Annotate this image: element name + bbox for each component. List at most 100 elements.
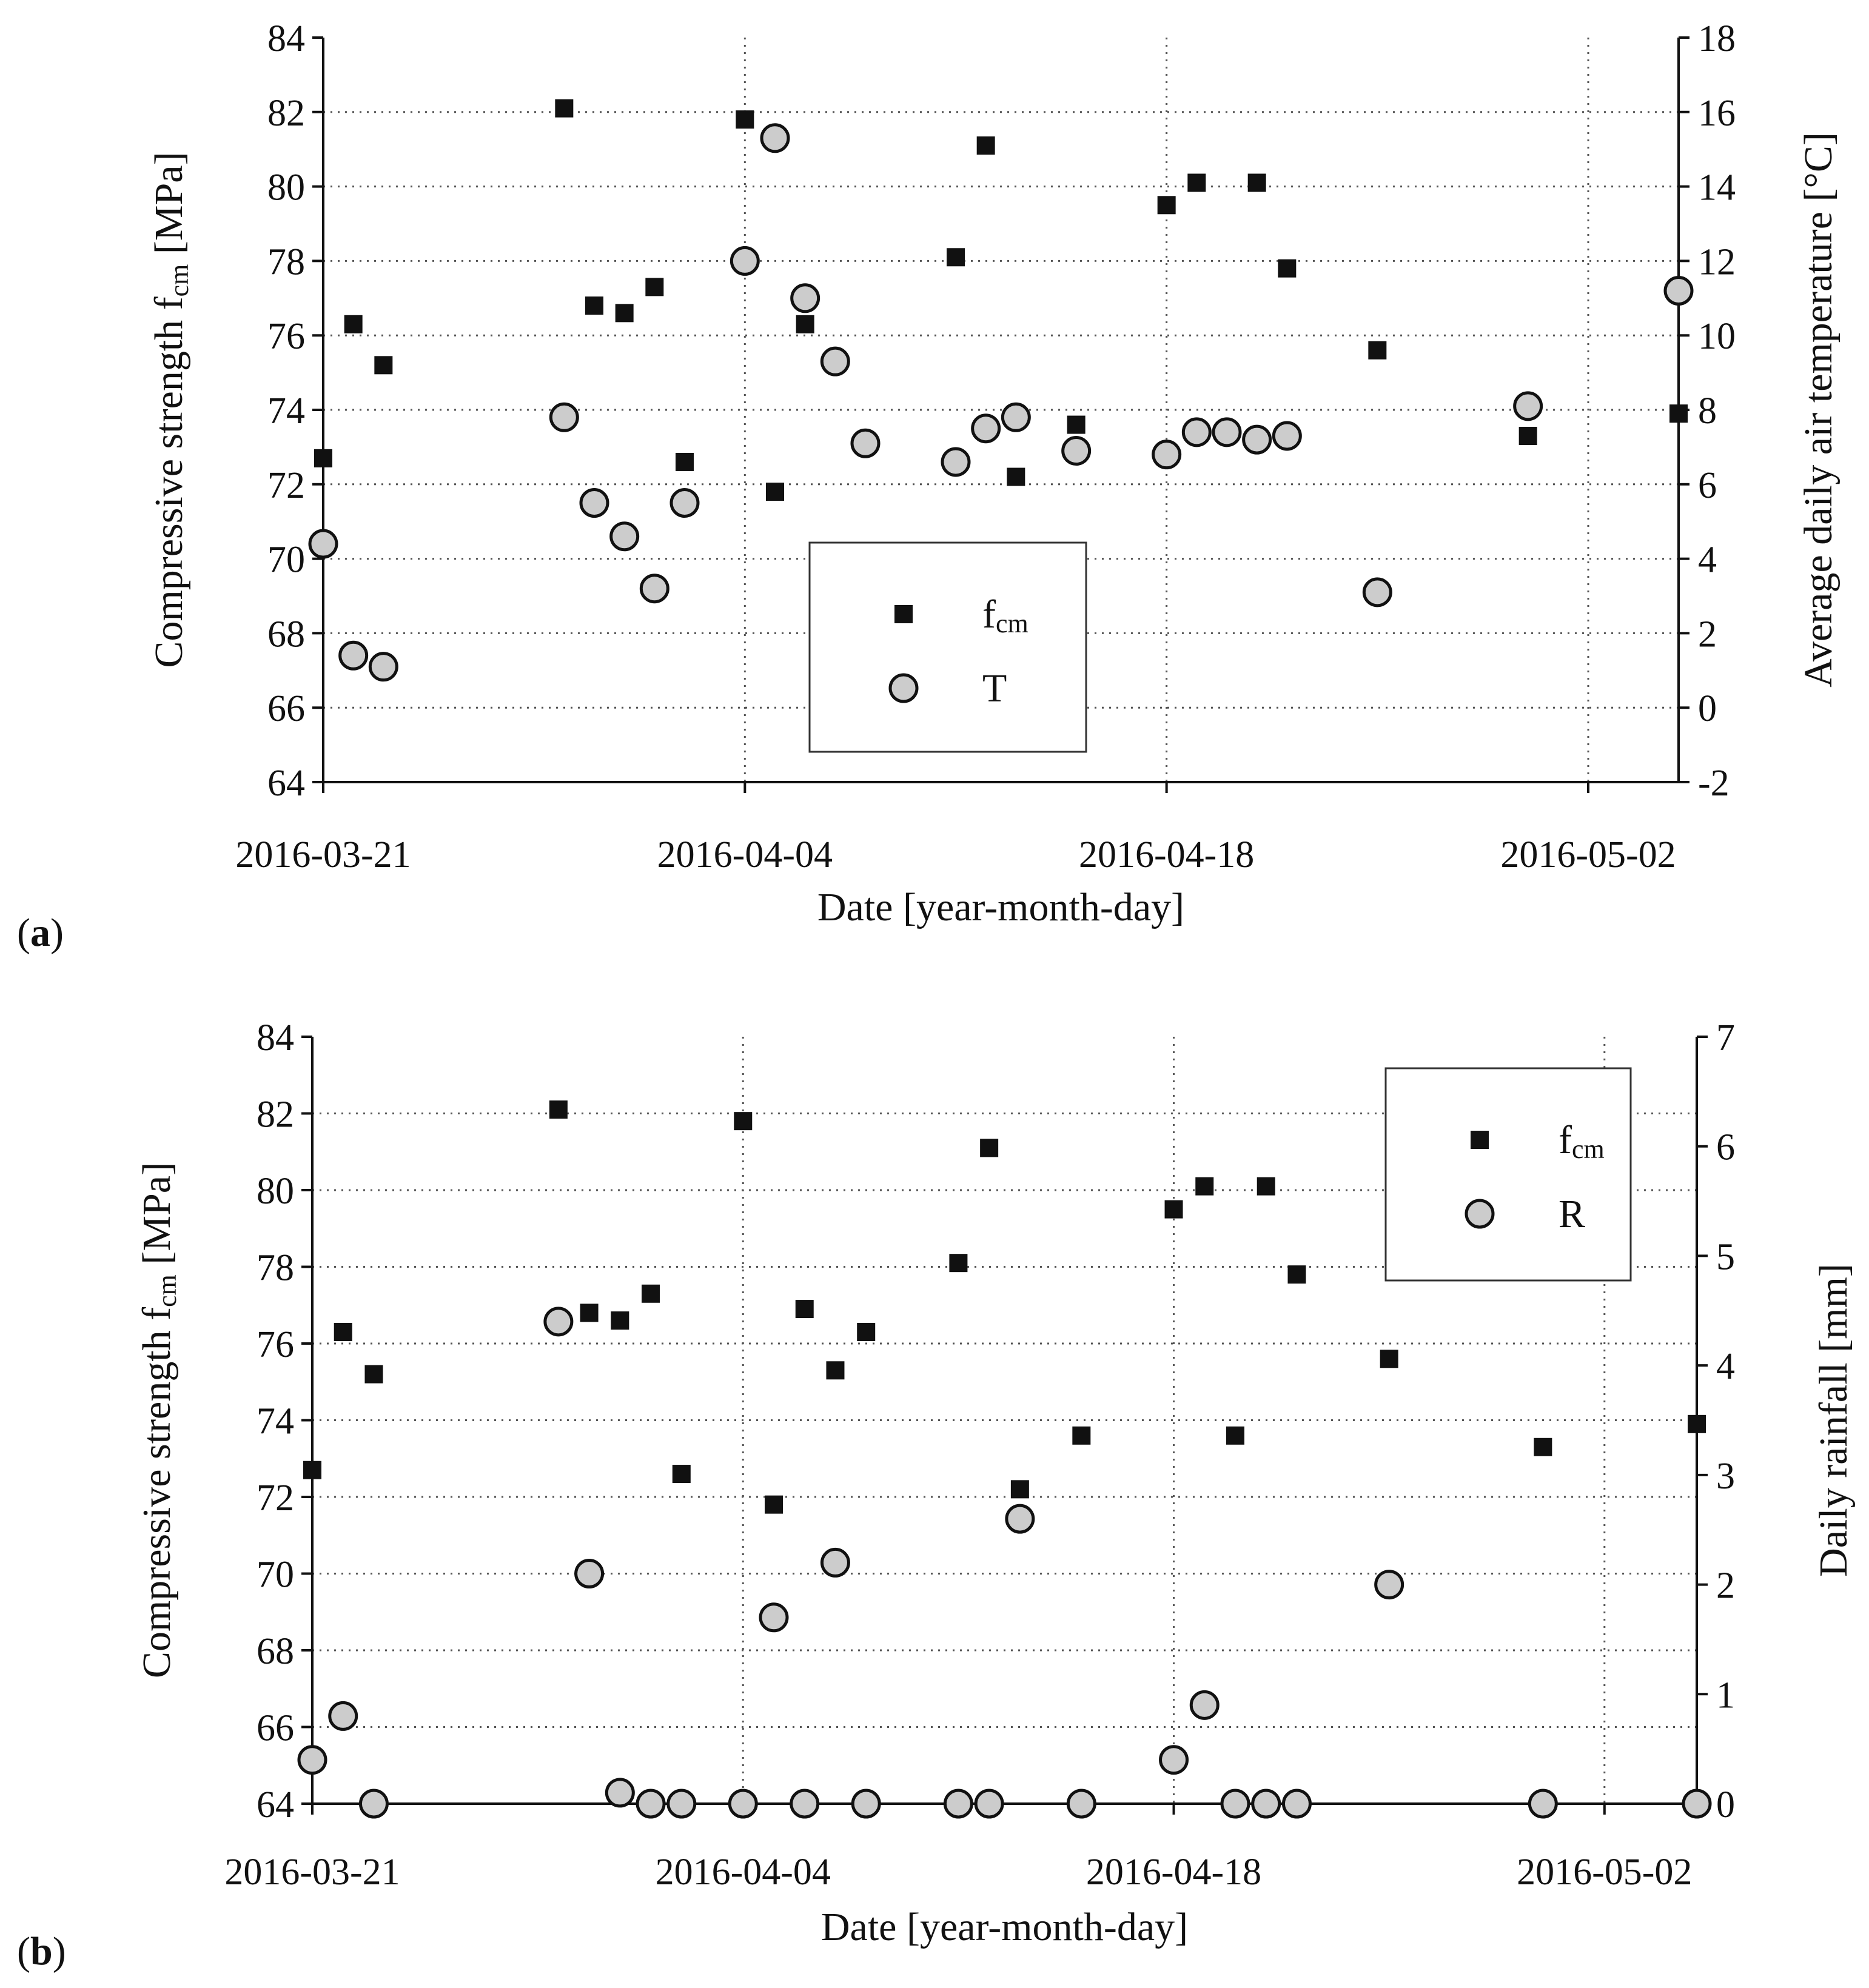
data-point-fcm — [947, 248, 965, 267]
y2-tick-label: -2 — [1698, 763, 1730, 804]
data-point-T — [579, 488, 609, 518]
y-tick-label: 82 — [257, 1094, 294, 1136]
y2-tick-label: 12 — [1698, 241, 1736, 283]
data-point-T — [730, 246, 760, 276]
y2-tick-label: 1 — [1716, 1675, 1735, 1716]
data-point-R — [1251, 1789, 1281, 1819]
x-tick-label: 2016-05-02 — [1500, 834, 1676, 875]
legend-marker-circle — [888, 673, 919, 703]
y-tick-label: 84 — [267, 18, 305, 59]
y-tick-label: 64 — [267, 763, 305, 804]
y2-tick-label: 10 — [1698, 316, 1736, 357]
data-point-fcm — [676, 452, 694, 471]
data-point-R — [851, 1789, 881, 1819]
data-point-fcm — [949, 1254, 968, 1273]
data-point-fcm — [1518, 426, 1537, 445]
data-point-R — [1281, 1789, 1312, 1819]
legend-label: T — [982, 666, 1007, 711]
data-point-T — [1061, 436, 1092, 466]
data-point-T — [308, 529, 338, 559]
data-point-fcm — [1257, 1177, 1275, 1196]
data-point-fcm — [672, 1465, 691, 1484]
data-point-fcm — [1195, 1177, 1214, 1196]
y-axis-title-part: Compressive strength f — [135, 1307, 179, 1678]
data-point-R — [666, 1789, 697, 1819]
data-point-fcm — [645, 278, 664, 296]
legend-label-main: R — [1559, 1192, 1585, 1236]
data-point-T — [1513, 391, 1543, 421]
data-point-T — [639, 574, 669, 604]
data-point-T — [1181, 417, 1212, 447]
data-point-R — [574, 1559, 605, 1588]
y-tick-label: 64 — [257, 1784, 294, 1826]
y-tick-label: 72 — [257, 1478, 294, 1519]
data-point-T — [760, 123, 790, 153]
y-tick-label: 70 — [257, 1555, 294, 1596]
data-point-fcm — [736, 110, 754, 129]
data-point-T — [1212, 417, 1242, 447]
legend-label: fcm — [1559, 1118, 1605, 1164]
legend-label: fcm — [982, 592, 1028, 638]
panel-label-paren: ( — [17, 911, 30, 955]
data-point-fcm — [344, 315, 363, 333]
data-point-R — [328, 1701, 358, 1731]
data-point-R — [943, 1789, 973, 1819]
data-point-T — [1663, 276, 1694, 306]
y-axis-title-subscript: cm — [152, 1274, 182, 1307]
data-point-R — [636, 1789, 666, 1819]
data-point-T — [850, 428, 881, 458]
legend-label-main: f — [1559, 1118, 1572, 1162]
data-point-T — [941, 447, 971, 477]
data-point-R — [1066, 1789, 1096, 1819]
legend-label: R — [1559, 1192, 1585, 1236]
x-tick-label: 2016-04-18 — [1086, 1852, 1261, 1893]
y2-tick-label: 18 — [1698, 18, 1736, 59]
y2-tick-label: 16 — [1698, 93, 1736, 134]
data-point-fcm — [1368, 341, 1387, 360]
data-point-fcm — [796, 315, 814, 333]
y-tick-label: 70 — [267, 540, 305, 581]
legend: fcm R — [1384, 1067, 1632, 1282]
x-tick-label: 2016-04-18 — [1079, 834, 1254, 875]
legend-label-subscript: cm — [1572, 1134, 1605, 1164]
panel-label-letter: a — [30, 911, 50, 955]
y-tick-label: 80 — [267, 167, 305, 209]
data-point-fcm — [1072, 1426, 1091, 1445]
data-point-fcm — [1164, 1200, 1183, 1219]
data-point-fcm — [314, 449, 332, 467]
y-tick-label: 74 — [267, 390, 305, 432]
y-tick-label: 72 — [267, 465, 305, 506]
legend-label-main: T — [982, 666, 1007, 711]
data-point-fcm — [303, 1461, 321, 1479]
data-point-fcm — [642, 1284, 660, 1303]
y2-tick-label: 0 — [1698, 688, 1717, 729]
data-point-fcm — [555, 99, 574, 118]
panel-label: (b) — [17, 1929, 66, 1973]
data-point-fcm — [549, 1100, 568, 1119]
x-tick-label: 2016-04-04 — [657, 834, 833, 875]
y2-tick-label: 4 — [1698, 540, 1717, 581]
legend-label-main: f — [982, 592, 996, 637]
y2-axis-title: Average daily air temperature [°C] — [1796, 132, 1840, 688]
data-point-T — [368, 652, 398, 682]
legend-label-subscript: cm — [996, 609, 1028, 638]
data-point-R — [1189, 1690, 1220, 1720]
y-axis-title-part: [MPa] — [135, 1162, 179, 1274]
data-point-fcm — [1010, 1480, 1029, 1499]
y-tick-label: 84 — [257, 1017, 294, 1059]
data-point-fcm — [980, 1139, 999, 1157]
data-point-R — [759, 1602, 789, 1633]
data-point-fcm — [1067, 415, 1085, 434]
data-point-fcm — [765, 1495, 783, 1514]
data-point-fcm — [976, 136, 995, 155]
y2-tick-label: 5 — [1716, 1236, 1735, 1277]
data-point-R — [297, 1745, 327, 1775]
legend-marker-square — [894, 605, 913, 623]
data-point-fcm — [1247, 173, 1266, 192]
data-point-T — [790, 283, 820, 313]
data-point-fcm — [1534, 1437, 1552, 1456]
data-point-fcm — [611, 1311, 629, 1330]
data-point-fcm — [1007, 467, 1025, 486]
y-axis-title: Compressive strength fcm [MPa] — [135, 1162, 182, 1678]
